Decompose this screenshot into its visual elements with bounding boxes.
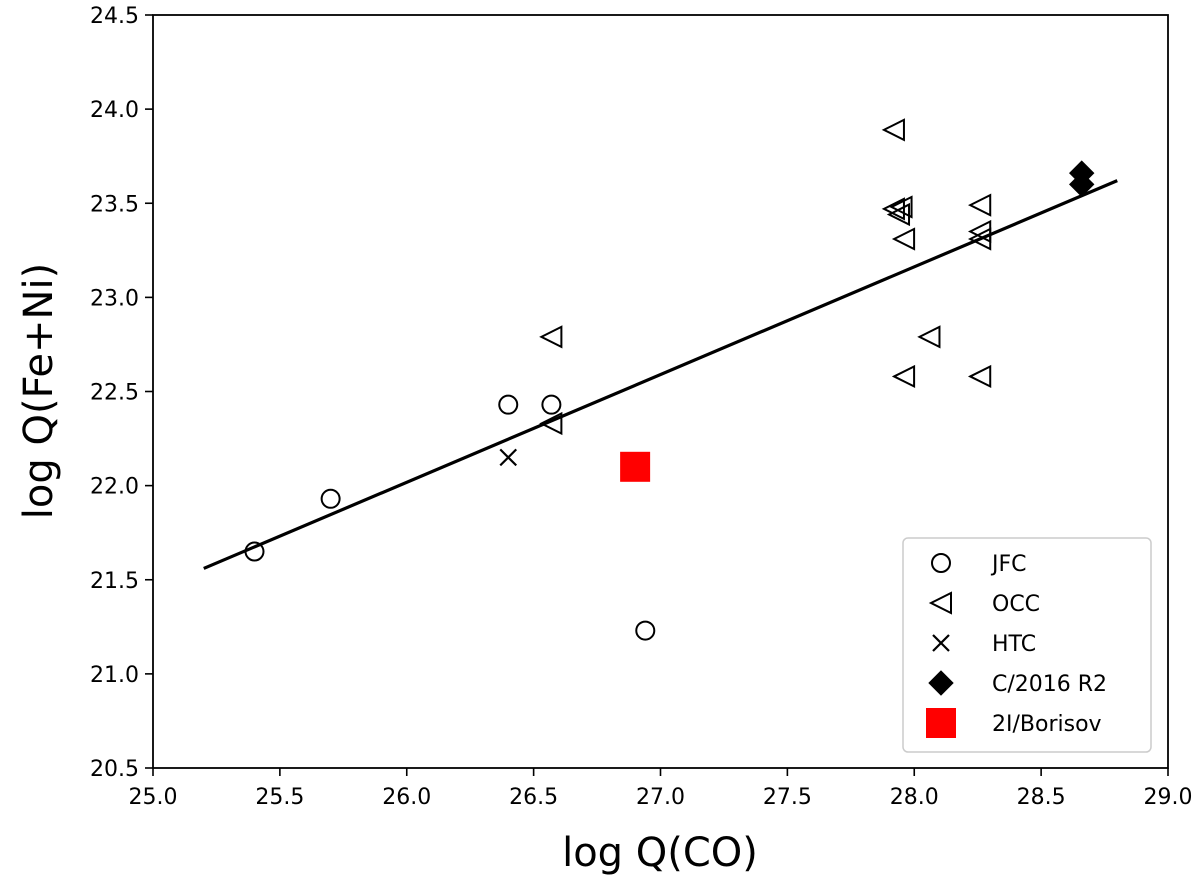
legend-marker-htc [932,634,950,652]
legend-marker-c-2016-r2 [928,670,954,696]
point-occ [539,325,563,349]
y-tick-label: 23.0 [90,286,139,311]
y-tick-label: 21.0 [90,663,139,688]
point-occ [886,202,911,227]
x-tick-label: 28.0 [890,785,939,810]
y-axis: 20.5 21.0 21.5 22.0 22.5 23.0 23.5 24.0 24.5 [90,4,153,782]
point-occ [881,197,905,221]
x-tick-label: 25.5 [255,785,304,810]
y-tick-label: 23.5 [90,192,139,217]
y-tick-label: 22.5 [90,381,139,406]
y-tick-label: 24.0 [90,98,139,123]
legend-box [902,537,1152,753]
point-c-2016-r2 [1069,171,1095,198]
point-occ [889,195,913,219]
legend: JFC OCC HTC C/2016 R2 2I/Borisov [902,537,1152,753]
point-occ [891,227,916,251]
point-occ [917,325,941,349]
y-tick-label: 21.5 [90,569,139,594]
x-tick-label: 28.5 [1017,785,1066,810]
legend-label-2i-borisov: 2I/Borisov [992,712,1102,737]
point-jfc [244,541,265,562]
x-tick-label: 29.0 [1144,785,1193,810]
legend-label-c-2016-r2: C/2016 R2 [992,672,1107,697]
y-axis-title: log Q(Fe+Ni) [16,263,62,519]
point-occ [891,364,916,389]
point-htc [499,448,518,467]
legend-label-htc: HTC [992,632,1036,657]
regression-line [203,179,1118,570]
y-tick-label: 24.5 [90,4,139,29]
point-occ [967,193,992,217]
legend-label-occ: OCC [992,592,1040,617]
y-tick-label: 22.0 [90,475,139,500]
x-tick-label: 25.0 [129,785,178,810]
x-tick-label: 27.5 [763,785,812,810]
y-tick-label: 20.5 [90,757,139,782]
x-tick-label: 27.0 [636,785,685,810]
point-occ [967,364,992,389]
x-axis: 25.0 25.5 26.0 26.5 27.0 27.5 28.0 28.5 29.0 [129,768,1193,810]
point-occ [881,118,905,142]
legend-marker-occ [928,591,952,615]
marks-layer [203,118,1118,641]
legend-label-jfc: JFC [990,552,1027,577]
x-tick-label: 26.0 [382,785,431,810]
legend-marker-jfc [931,553,951,573]
x-axis-title: log Q(CO) [562,830,758,876]
point-jfc [635,620,656,641]
point-occ [539,411,563,436]
point-jfc [320,488,341,509]
legend-marker-2i-borisov [926,708,956,738]
point-occ [967,227,992,251]
point-jfc [541,394,562,415]
x-tick-label: 26.5 [509,785,558,810]
point-2i-borisov [620,451,651,482]
point-jfc [498,394,519,415]
